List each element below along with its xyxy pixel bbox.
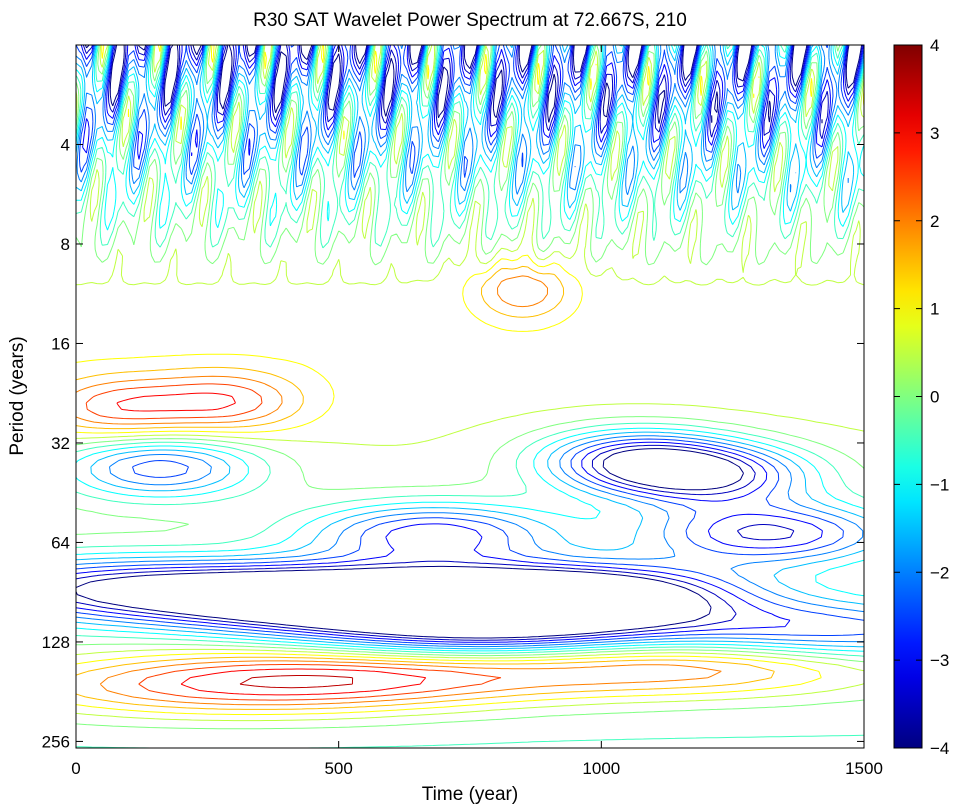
chart-title: R30 SAT Wavelet Power Spectrum at 72.667…: [253, 10, 687, 31]
contour-level-line: [76, 45, 864, 652]
contour-level-line: [76, 45, 864, 748]
contour-level-line: [76, 45, 864, 643]
y-tick-label: 64: [51, 533, 70, 552]
y-tick-label: 128: [42, 633, 70, 652]
contour-level-line: [116, 392, 427, 696]
colorbar-tick-label: −1: [930, 475, 949, 494]
contour-level-line: [76, 45, 864, 716]
contour-level-line: [76, 45, 864, 648]
y-tick-label: 256: [42, 732, 70, 751]
plot-frame: [75, 44, 865, 749]
y-axis-label: Period (years): [7, 336, 28, 455]
colorbar-tick-label: 0: [930, 388, 939, 407]
contour-level-line: [76, 45, 864, 645]
contour-level-line: [76, 265, 775, 710]
x-axis: 0 500 1000 1500: [71, 45, 883, 778]
colorbar-tick-label: −4: [930, 739, 949, 758]
contour-level-line: [76, 45, 864, 650]
contour-level-line: [76, 275, 722, 706]
contour-level-line: [239, 675, 354, 689]
x-tick-label: 500: [324, 759, 352, 778]
y-tick-label: 32: [51, 434, 70, 453]
contour-field: [76, 45, 864, 748]
colorbar-tick-label: 4: [930, 36, 939, 55]
x-tick-label: 1000: [582, 759, 620, 778]
colorbar-tick-label: 2: [930, 212, 939, 231]
y-tick-label: 8: [61, 235, 70, 254]
colorbar-tick-label: 3: [930, 124, 939, 143]
y-tick-label: 16: [51, 334, 70, 353]
contour-level-line: [76, 45, 864, 722]
x-axis-label: Time (year): [422, 784, 518, 805]
contour-level-line: [76, 45, 864, 730]
colorbar-ticks: 4 3 2 1 0 −1 −2 −3 −4: [894, 36, 949, 758]
y-tick-label: 4: [61, 135, 70, 154]
y-axis: 4 8 16 32 64 128 256: [42, 135, 864, 751]
colorbar-tick-label: 1: [930, 300, 939, 319]
x-tick-label: 0: [71, 759, 80, 778]
contour-level-line: [85, 383, 502, 701]
contour-level-line: [76, 45, 864, 641]
x-tick-label: 1500: [845, 759, 883, 778]
colorbar-tick-label: −2: [930, 563, 949, 582]
colorbar-tick-label: −3: [930, 651, 949, 670]
contour-level-line: [76, 45, 863, 639]
